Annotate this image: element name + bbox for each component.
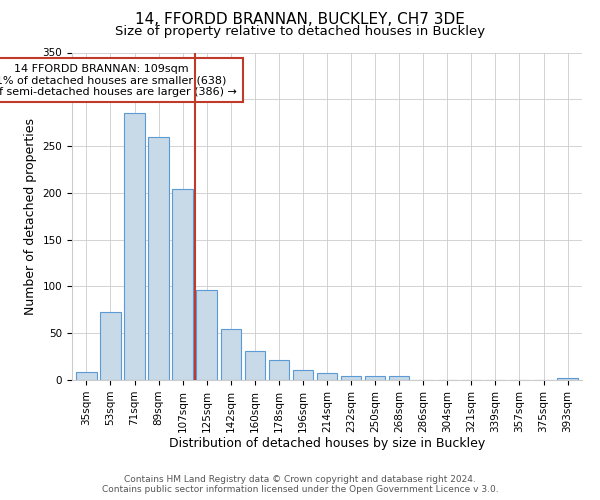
Bar: [317, 372, 337, 380]
Bar: [148, 136, 169, 380]
Bar: [124, 114, 145, 380]
Bar: [172, 189, 193, 380]
Bar: [245, 351, 265, 380]
Text: 14, FFORDD BRANNAN, BUCKLEY, CH7 3DE: 14, FFORDD BRANNAN, BUCKLEY, CH7 3DE: [135, 12, 465, 28]
Bar: [365, 376, 385, 380]
Bar: [100, 312, 121, 380]
Bar: [221, 330, 241, 380]
X-axis label: Distribution of detached houses by size in Buckley: Distribution of detached houses by size …: [169, 438, 485, 450]
Bar: [557, 378, 578, 380]
Bar: [76, 372, 97, 380]
Bar: [269, 360, 289, 380]
Text: Size of property relative to detached houses in Buckley: Size of property relative to detached ho…: [115, 25, 485, 38]
Y-axis label: Number of detached properties: Number of detached properties: [24, 118, 37, 315]
Bar: [293, 370, 313, 380]
Bar: [196, 290, 217, 380]
Bar: [341, 376, 361, 380]
Text: 14 FFORDD BRANNAN: 109sqm
← 61% of detached houses are smaller (638)
37% of semi: 14 FFORDD BRANNAN: 109sqm ← 61% of detac…: [0, 64, 238, 97]
Bar: [389, 376, 409, 380]
Text: Contains HM Land Registry data © Crown copyright and database right 2024.
Contai: Contains HM Land Registry data © Crown c…: [101, 474, 499, 494]
